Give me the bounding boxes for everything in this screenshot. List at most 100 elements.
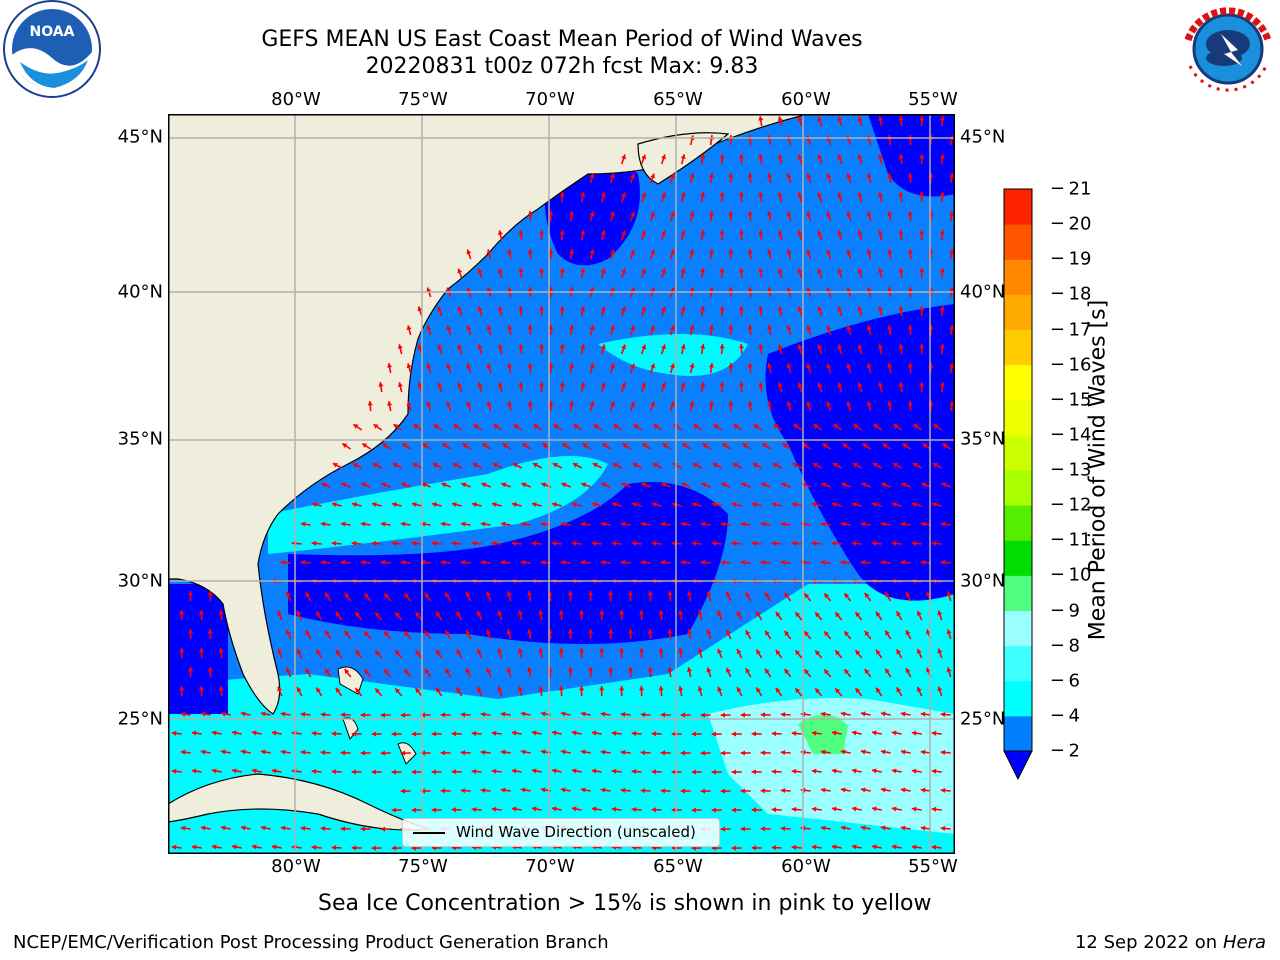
wind-wave-arrowhead [191, 768, 197, 774]
wind-wave-arrowhead [412, 463, 418, 468]
wind-wave-arrowhead [451, 540, 457, 547]
wind-wave-arrowhead [893, 424, 899, 429]
wind-wave-arrowhead [751, 845, 757, 851]
wind-wave-arrowhead [321, 482, 327, 488]
wind-wave-arrowhead [486, 325, 492, 331]
wind-wave-arrowhead [497, 686, 503, 692]
wind-wave-arrowhead [378, 382, 384, 387]
wind-wave-arrowhead [797, 116, 803, 122]
wind-wave-arrowhead [415, 688, 421, 694]
wind-wave-arrowhead [756, 687, 761, 693]
wind-wave-arrowhead [650, 363, 656, 369]
wind-wave-arrowhead [758, 154, 764, 159]
wind-wave-arrowhead [520, 749, 526, 755]
wind-wave-arrowhead [589, 401, 595, 407]
wind-wave-arrowhead [342, 443, 348, 449]
wind-wave-arrowhead [600, 521, 606, 527]
wind-wave-arrowhead [599, 686, 605, 691]
wind-wave-arrowhead [580, 787, 586, 793]
wind-wave-arrowhead [689, 287, 695, 293]
wind-wave-arrowhead [719, 268, 725, 273]
wind-wave-arrowhead [437, 344, 443, 350]
wind-wave-arrowhead [747, 287, 753, 292]
wind-wave-arrowhead [826, 401, 832, 407]
wind-wave-arrowhead [671, 769, 676, 775]
wind-wave-arrowhead [440, 788, 446, 794]
wind-wave-arrowhead [846, 325, 852, 331]
wind-wave-arrowhead [538, 610, 544, 615]
wind-wave-arrowhead [738, 306, 744, 311]
wind-wave-arrowhead [669, 363, 675, 369]
wind-wave-arrowhead [837, 268, 843, 274]
wind-wave-arrowhead [461, 482, 467, 488]
wind-wave-arrowhead [384, 631, 389, 637]
wind-wave-arrowhead [719, 382, 725, 387]
wind-wave-arrowhead [880, 521, 886, 527]
wind-wave-arrowhead [738, 230, 744, 235]
wind-wave-arrowhead [771, 807, 777, 813]
wind-wave-arrowhead [780, 521, 786, 527]
wind-wave-arrowhead [538, 230, 545, 235]
wind-wave-arrowhead [831, 540, 837, 547]
wind-wave-arrowhead [506, 667, 512, 673]
wind-wave-arrowhead [866, 363, 872, 369]
wind-wave-arrowhead [431, 807, 436, 813]
wind-wave-arrowhead [826, 211, 832, 217]
wind-wave-arrowhead [433, 424, 439, 429]
wind-wave-arrowhead [620, 787, 626, 793]
wind-wave-arrowhead [751, 731, 757, 737]
wind-wave-arrowhead [628, 667, 634, 672]
wind-wave-arrowhead [887, 287, 893, 292]
wind-wave-arrowhead [949, 211, 955, 216]
wind-wave-arrowhead [641, 344, 647, 350]
wind-wave-arrowhead [231, 730, 237, 736]
lat-tick-left: 40°N [117, 281, 163, 303]
wind-wave-arrowhead [841, 482, 847, 488]
wind-wave-arrowhead [857, 382, 863, 388]
wind-wave-arrowhead [180, 825, 186, 831]
wind-wave-arrowhead [580, 521, 586, 527]
wind-wave-arrowhead [831, 768, 837, 774]
wind-wave-arrowhead [375, 650, 380, 656]
wind-wave-arrowhead [949, 363, 955, 368]
wind-wave-arrowhead [641, 482, 647, 488]
colorbar-tick-label: ─ 17 [1052, 319, 1092, 340]
sea-ice-note: Sea Ice Concentration > 15% is shown in … [318, 891, 932, 916]
wind-wave-arrowhead [738, 192, 744, 197]
wind-wave-arrowhead [731, 540, 737, 547]
colorbar-bin [1004, 434, 1032, 471]
wind-wave-arrowhead [817, 268, 823, 274]
wind-wave-arrowhead [728, 401, 734, 406]
wind-wave-arrowhead [640, 712, 646, 718]
wind-wave-arrowhead [600, 749, 606, 755]
wind-wave-arrowhead [700, 306, 706, 311]
wind-wave-arrowhead [896, 687, 902, 693]
wind-wave-arrowhead [641, 382, 647, 388]
wind-wave-arrowhead [477, 382, 483, 388]
lat-tick-right: 35°N [960, 428, 1006, 450]
wind-wave-arrowhead [551, 730, 557, 736]
wind-wave-arrowhead [518, 306, 524, 311]
wind-wave-arrowhead [647, 667, 653, 672]
colorbar-tick-label: ─ 21 [1052, 178, 1092, 200]
colorbar-tick-label: ─ 15 [1052, 389, 1092, 411]
wind-wave-arrowhead [420, 788, 425, 794]
wind-wave-arrowhead [171, 730, 177, 736]
wind-wave-arrowhead [360, 750, 365, 756]
wind-wave-arrowhead [896, 611, 902, 617]
wind-wave-arrowhead [660, 750, 666, 756]
wind-wave-arrowhead [340, 712, 346, 718]
wind-wave-arrowhead [712, 463, 718, 468]
wind-wave-arrowhead [560, 559, 566, 566]
wind-wave-arrowhead [806, 173, 812, 179]
wind-wave-arrowhead [305, 630, 311, 636]
lon-tick-bottom: 65°W [653, 856, 703, 877]
wind-wave-arrowhead [661, 154, 666, 160]
wind-wave-arrowhead [452, 502, 457, 508]
wind-wave-arrowhead [832, 502, 837, 508]
wind-wave-arrowhead [511, 768, 517, 774]
wind-wave-arrowhead [926, 667, 931, 673]
wind-wave-arrowhead [793, 424, 799, 429]
wind-wave-arrowhead [620, 521, 626, 527]
wind-wave-arrowhead [740, 750, 745, 756]
